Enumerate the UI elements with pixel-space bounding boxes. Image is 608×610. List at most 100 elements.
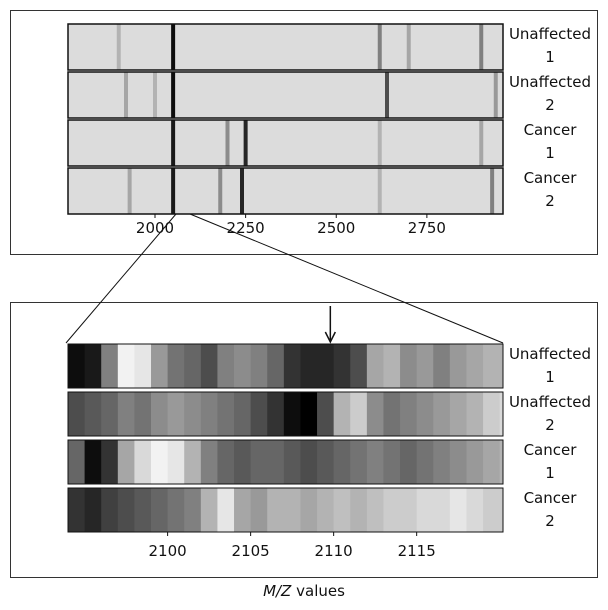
profile-cell (250, 488, 268, 532)
band (225, 120, 230, 166)
band (479, 120, 484, 166)
profile-cell (84, 344, 102, 388)
strip-border (67, 439, 504, 485)
profile-cell (449, 392, 467, 436)
strip-background (68, 120, 503, 166)
profile-cell (400, 440, 418, 484)
strip-border (67, 167, 504, 215)
band (240, 168, 244, 214)
profile-cell (383, 392, 401, 436)
profile-cell (200, 440, 218, 484)
profile-cell (134, 344, 152, 388)
profile-cell (449, 488, 467, 532)
profile-cell (400, 488, 418, 532)
strip-background (68, 24, 503, 70)
row-label: Unaffected (509, 25, 591, 43)
band (171, 72, 176, 118)
profile-cell (167, 392, 185, 436)
band (377, 168, 382, 214)
profile-cell (366, 440, 384, 484)
profile-cell (416, 344, 434, 388)
profile-cell (317, 440, 335, 484)
x-label-italic: M/Z (263, 582, 292, 600)
profile-cell (283, 488, 301, 532)
band (171, 168, 176, 214)
profile-cell (250, 344, 268, 388)
profile-cell (333, 344, 351, 388)
profile-cell (383, 488, 401, 532)
profile-cell (300, 392, 318, 436)
profile-cell (333, 392, 351, 436)
band (153, 72, 157, 118)
band (124, 72, 128, 118)
x-tick-label: 2250 (227, 219, 265, 237)
profile-cell (184, 488, 202, 532)
strip-border (67, 487, 504, 533)
profile-cell (68, 440, 86, 484)
profile-cell (217, 344, 235, 388)
profile-cell (151, 392, 169, 436)
row-number: 2 (545, 96, 555, 114)
profile-cell (217, 440, 235, 484)
profile-cell (300, 344, 318, 388)
profile-cell (117, 488, 135, 532)
profile-cell (466, 392, 484, 436)
profile-cell (350, 440, 368, 484)
profile-cell (283, 440, 301, 484)
profile-cell (117, 440, 135, 484)
strip-background (68, 168, 503, 214)
band (406, 24, 411, 70)
profile-cell (383, 440, 401, 484)
profile-cell (68, 392, 86, 436)
profile-cell (416, 488, 434, 532)
row-label: Cancer (524, 121, 578, 139)
profile-cell (317, 344, 335, 388)
row-label: Unaffected (509, 393, 591, 411)
x-tick-label: 2100 (149, 542, 187, 560)
band (493, 72, 498, 118)
row-number: 2 (545, 416, 555, 434)
profile-cell (184, 440, 202, 484)
band (218, 168, 223, 214)
bottom-panel-frame (10, 302, 598, 578)
profile-cell (416, 392, 434, 436)
strip-border (67, 23, 504, 71)
profile-cell (499, 440, 504, 484)
profile-cell (151, 488, 169, 532)
profile-cell (217, 392, 235, 436)
profile-cell (333, 440, 351, 484)
profile-cell (483, 344, 501, 388)
profile-cell (200, 392, 218, 436)
profile-cell (300, 440, 318, 484)
profile-cell (483, 392, 501, 436)
profile-cell (317, 488, 335, 532)
band (490, 168, 495, 214)
zoom-line (189, 213, 504, 344)
profile-cell (350, 344, 368, 388)
row-number: 2 (545, 192, 555, 210)
profile-cell (84, 392, 102, 436)
profile-cell (134, 392, 152, 436)
profile-cell (433, 344, 451, 388)
x-tick-label: 2115 (398, 542, 436, 560)
profile-cell (449, 440, 467, 484)
band (127, 168, 132, 214)
band (385, 72, 389, 118)
top-panel-frame (10, 10, 598, 255)
profile-cell (167, 344, 185, 388)
profile-cell (167, 440, 185, 484)
profile-cell (366, 488, 384, 532)
profile-cell (366, 344, 384, 388)
arrow-head (324, 331, 336, 344)
row-number: 1 (545, 368, 555, 386)
x-tick-label: 2105 (232, 542, 270, 560)
profile-cell (466, 488, 484, 532)
profile-cell (350, 488, 368, 532)
strip-border (67, 119, 504, 167)
band (116, 24, 121, 70)
profile-cell (84, 488, 102, 532)
profile-cell (416, 440, 434, 484)
row-label: Cancer (524, 489, 578, 507)
row-label: Unaffected (509, 345, 591, 363)
